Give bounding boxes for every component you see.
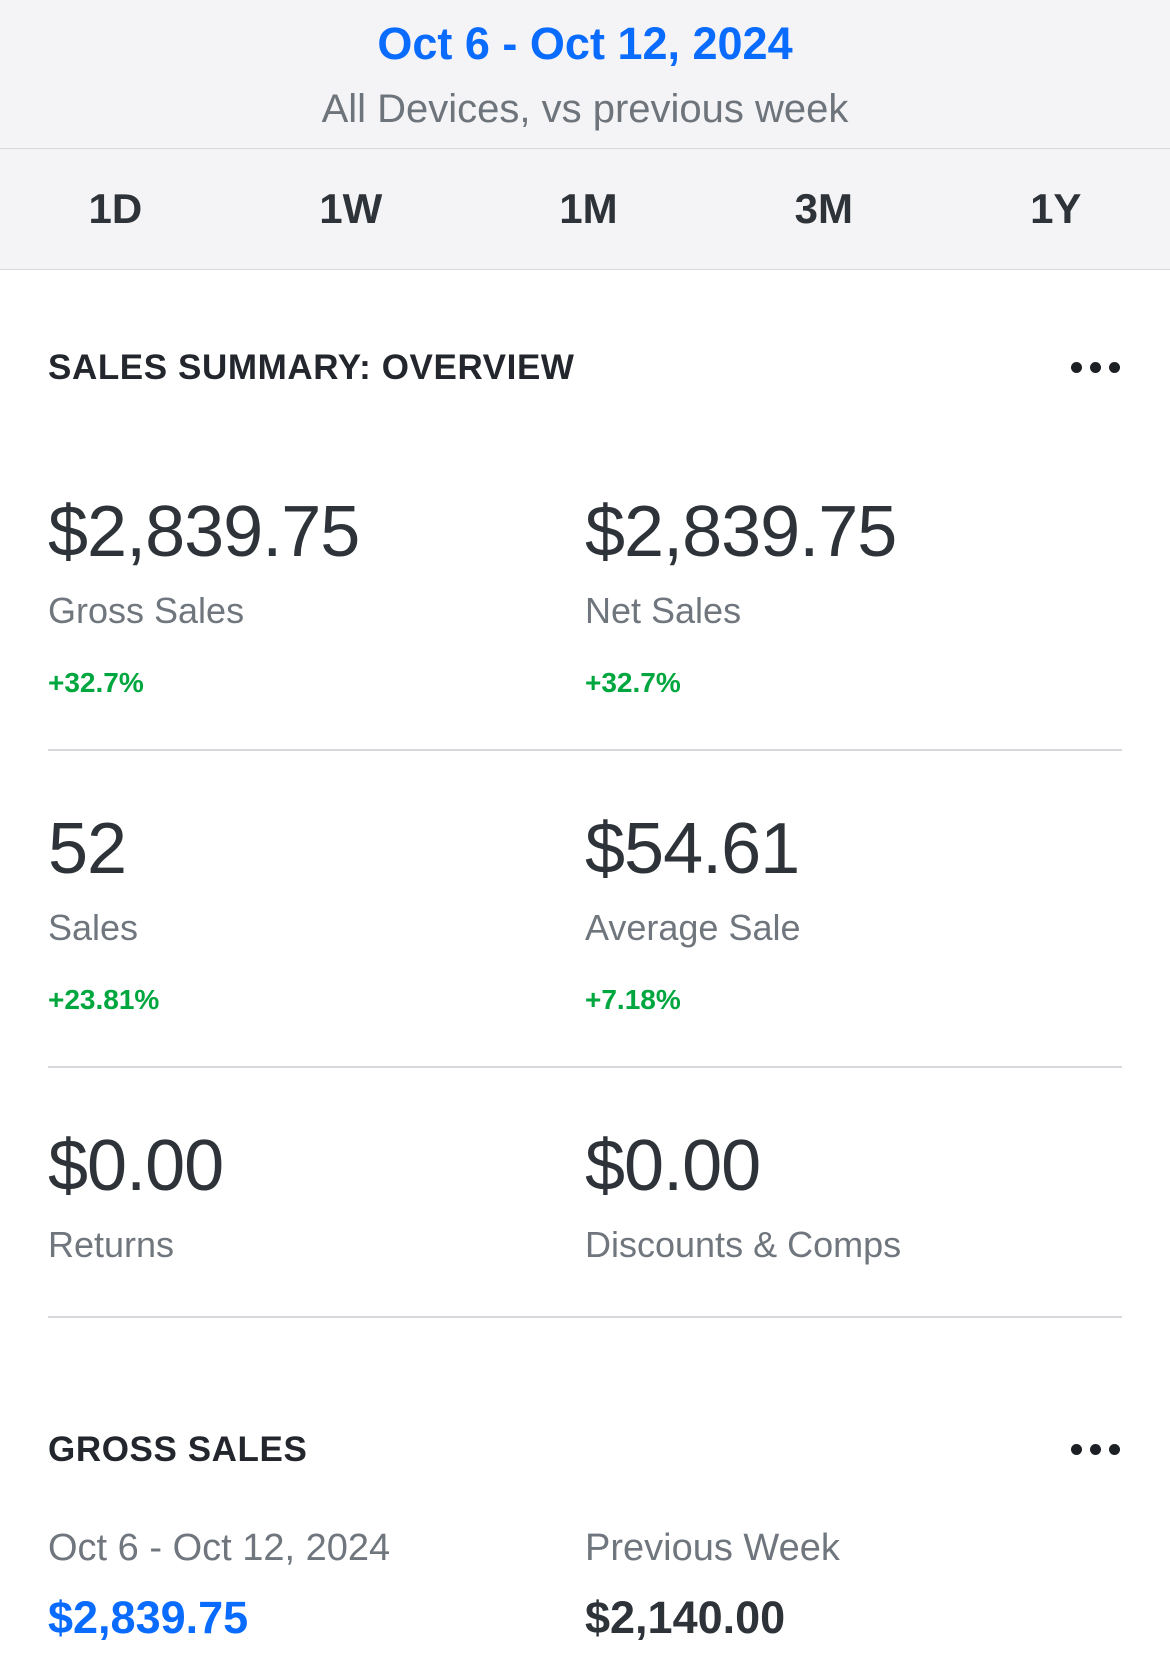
divider (48, 1316, 1122, 1318)
metric-net-sales: $2,839.75 Net Sales +32.7% (585, 490, 1122, 699)
previous-period-value: $2,140.00 (585, 1592, 786, 1643)
sales-summary-overflow-button[interactable] (1069, 351, 1122, 386)
ellipsis-icon (1071, 1443, 1120, 1455)
metric-grid: $2,839.75 Gross Sales +32.7% $2,839.75 N… (48, 434, 1122, 1318)
gross-sales-header: GROSS SALES (48, 1430, 1122, 1470)
gross-sales-section: GROSS SALES Oct 6 - Oct 12, 2024 $2,839.… (48, 1430, 1122, 1644)
metric-label: Gross Sales (48, 590, 245, 631)
gross-sales-title: GROSS SALES (48, 1430, 308, 1469)
filters-subtitle: All Devices, vs previous week (321, 87, 849, 131)
metric-value: 52 (48, 809, 127, 889)
metric-value: $0.00 (48, 1126, 224, 1206)
tab-3m[interactable]: 3M (781, 178, 867, 240)
metric-label: Returns (48, 1224, 175, 1265)
metric-label: Discounts & Comps (585, 1224, 902, 1265)
metric-row: $0.00 Returns $0.00 Discounts & Comps (48, 1068, 1122, 1316)
report-header: Oct 6 - Oct 12, 2024 All Devices, vs pre… (0, 0, 1170, 149)
divider (48, 1066, 1122, 1068)
metric-value: $2,839.75 (48, 492, 360, 572)
metric-change-badge: +23.81% (48, 984, 160, 1015)
current-period-column: Oct 6 - Oct 12, 2024 $2,839.75 (48, 1526, 585, 1644)
current-period-label: Oct 6 - Oct 12, 2024 (48, 1527, 391, 1569)
report-content: SALES SUMMARY: OVERVIEW $2,839.75 Gross … (0, 348, 1170, 1644)
metric-value: $0.00 (585, 1126, 761, 1206)
divider (48, 749, 1122, 751)
sales-summary-section: SALES SUMMARY: OVERVIEW $2,839.75 Gross … (48, 348, 1122, 1318)
metric-label: Net Sales (585, 590, 742, 631)
gross-sales-comparison: Oct 6 - Oct 12, 2024 $2,839.75 Previous … (48, 1526, 1122, 1644)
metric-value: $2,839.75 (585, 492, 897, 572)
metric-sales-count: 52 Sales +23.81% (48, 807, 585, 1016)
metric-returns: $0.00 Returns (48, 1124, 585, 1266)
tab-1w[interactable]: 1W (305, 178, 396, 240)
metric-label: Sales (48, 907, 139, 948)
period-tabs: 1D 1W 1M 3M 1Y (0, 149, 1170, 270)
sales-summary-header: SALES SUMMARY: OVERVIEW (48, 348, 1122, 388)
metric-change-badge: +7.18% (585, 984, 681, 1015)
metric-discounts-comps: $0.00 Discounts & Comps (585, 1124, 1122, 1266)
ellipsis-icon (1071, 361, 1120, 373)
metric-average-sale: $54.61 Average Sale +7.18% (585, 807, 1122, 1016)
metric-row: $2,839.75 Gross Sales +32.7% $2,839.75 N… (48, 434, 1122, 749)
sales-summary-title: SALES SUMMARY: OVERVIEW (48, 348, 575, 387)
date-range-selector[interactable]: Oct 6 - Oct 12, 2024 (377, 18, 793, 69)
metric-change-badge: +32.7% (585, 667, 681, 698)
metric-change-badge: +32.7% (48, 667, 144, 698)
metric-value: $54.61 (585, 809, 800, 889)
metric-label: Average Sale (585, 907, 801, 948)
gross-sales-overflow-button[interactable] (1069, 1433, 1122, 1468)
current-period-value: $2,839.75 (48, 1592, 249, 1643)
tab-1m[interactable]: 1M (545, 178, 631, 240)
tab-1d[interactable]: 1D (75, 178, 157, 240)
tab-1y[interactable]: 1Y (1016, 178, 1095, 240)
previous-period-label: Previous Week (585, 1527, 840, 1569)
metric-row: 52 Sales +23.81% $54.61 Average Sale +7.… (48, 751, 1122, 1066)
previous-period-column: Previous Week $2,140.00 (585, 1526, 1122, 1644)
metric-gross-sales: $2,839.75 Gross Sales +32.7% (48, 490, 585, 699)
